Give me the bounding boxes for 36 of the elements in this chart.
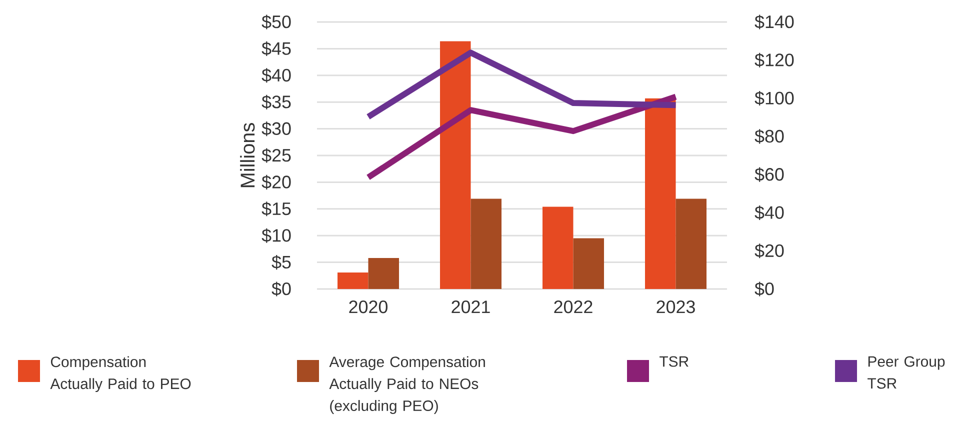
y-tick-label: $35 [262,94,291,110]
y-tick-label: $0 [272,282,291,296]
legend-label: Average Compensation Actually Paid to NEOs (excluding PEO) [329,356,485,414]
legend-label: Compensation Actually Paid to PEO [50,356,191,392]
y-tick-label: $40 [262,68,291,83]
y2-tick-label: $60 [754,167,784,182]
y-tick-label: $50 [262,14,291,30]
bar [645,98,676,289]
bar [338,272,368,289]
y2-tick-label: $120 [754,52,794,68]
bar [542,206,574,289]
y2-tick-label: $100 [754,91,794,106]
y2-tick-label: $0 [754,282,774,296]
y-tick-label: $30 [262,122,291,136]
y-tick-label: $10 [262,228,291,243]
x-tick-label: 2020 [349,300,388,314]
y-tick-label: $15 [262,202,291,216]
y-axis-title: Millions [240,123,255,188]
legend-label: TSR [660,356,688,367]
y-tick-label: $25 [262,148,291,163]
y-tick-label: $45 [262,41,291,56]
bar [676,198,707,289]
bar [470,198,502,289]
y-tick-label: $5 [272,255,291,270]
x-tick-label: 2022 [554,300,592,314]
x-tick-label: 2023 [656,300,695,314]
legend-label: Peer Group TSR [868,356,945,389]
bar [368,258,400,289]
y2-tick-label: $80 [754,129,784,144]
y2-tick-label: $40 [754,205,784,220]
y-tick-label: $20 [262,174,291,190]
y2-tick-label: $140 [754,14,794,30]
bar [440,41,471,289]
bar [573,238,604,289]
y2-tick-label: $20 [754,244,784,258]
x-tick-label: 2021 [452,300,490,314]
